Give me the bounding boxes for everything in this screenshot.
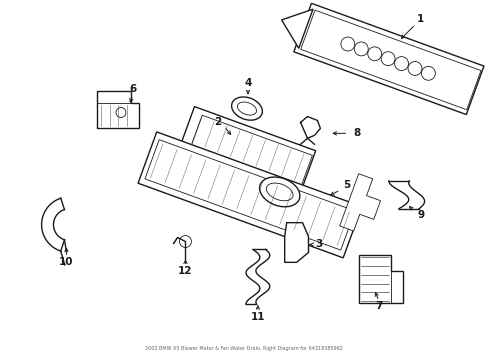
Text: 9: 9 bbox=[416, 210, 423, 220]
Text: 5: 5 bbox=[343, 180, 350, 190]
Ellipse shape bbox=[259, 177, 299, 207]
Text: 3: 3 bbox=[315, 239, 323, 249]
Polygon shape bbox=[281, 9, 312, 48]
Text: 7: 7 bbox=[374, 301, 382, 311]
Text: 1: 1 bbox=[416, 14, 424, 24]
Polygon shape bbox=[173, 238, 185, 243]
Circle shape bbox=[116, 108, 126, 117]
Circle shape bbox=[381, 52, 394, 66]
Polygon shape bbox=[138, 132, 361, 258]
Polygon shape bbox=[284, 223, 308, 262]
Polygon shape bbox=[358, 255, 402, 303]
Polygon shape bbox=[339, 174, 380, 231]
Ellipse shape bbox=[237, 102, 256, 115]
Circle shape bbox=[354, 42, 367, 56]
Circle shape bbox=[421, 66, 434, 80]
Circle shape bbox=[407, 62, 421, 75]
Polygon shape bbox=[300, 10, 480, 110]
Text: 12: 12 bbox=[178, 266, 192, 276]
Polygon shape bbox=[191, 115, 312, 185]
Polygon shape bbox=[97, 91, 139, 129]
Ellipse shape bbox=[266, 183, 292, 201]
Text: 2002 BMW X5 Blower Motor & Fan Water Drain, Right Diagram for 64318385982: 2002 BMW X5 Blower Motor & Fan Water Dra… bbox=[145, 346, 342, 351]
Circle shape bbox=[394, 57, 407, 71]
Circle shape bbox=[367, 47, 381, 61]
Text: 4: 4 bbox=[244, 78, 251, 88]
Circle shape bbox=[340, 37, 354, 51]
Text: 11: 11 bbox=[250, 312, 264, 322]
Polygon shape bbox=[144, 140, 354, 250]
Ellipse shape bbox=[231, 97, 262, 120]
Polygon shape bbox=[293, 3, 483, 114]
Polygon shape bbox=[180, 107, 315, 190]
Text: 2: 2 bbox=[214, 117, 222, 127]
Text: 6: 6 bbox=[129, 84, 136, 94]
Text: 10: 10 bbox=[59, 257, 74, 267]
Text: 8: 8 bbox=[353, 129, 360, 138]
Circle shape bbox=[179, 235, 191, 247]
